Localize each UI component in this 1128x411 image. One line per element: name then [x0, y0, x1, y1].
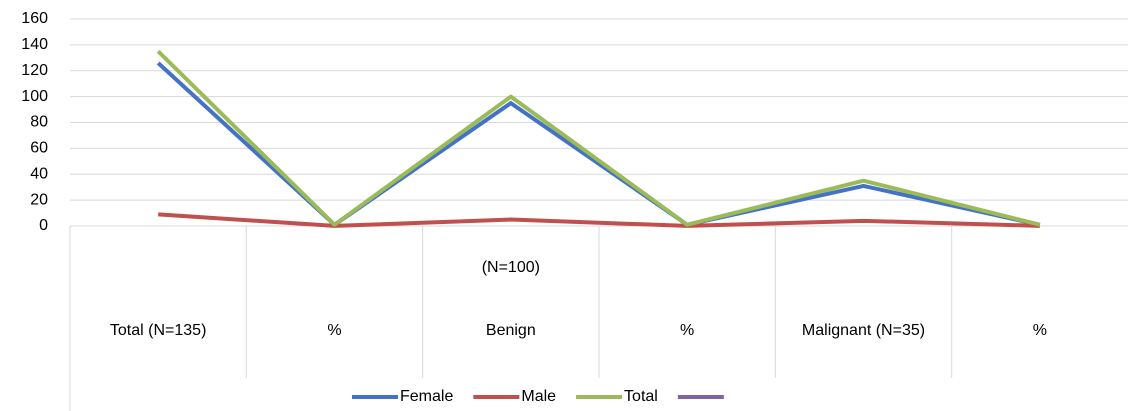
x-tick-label: %: [680, 322, 694, 339]
series-line: [158, 212, 1040, 228]
y-tick-label: 20: [30, 191, 48, 208]
x-tick-label: Malignant (N=35): [802, 322, 925, 339]
y-tick-label: 80: [30, 114, 48, 131]
x-tick-label: %: [327, 322, 341, 339]
x-tick-label: %: [1033, 322, 1047, 339]
category-annotation: (N=100): [482, 259, 540, 276]
x-tick-label: Total (N=135): [110, 322, 207, 339]
legend-label: Male: [521, 388, 556, 405]
series-line: [156, 49, 1041, 227]
y-tick-label: 120: [21, 62, 48, 79]
y-tick-label: 40: [30, 165, 48, 182]
y-tick-label: 140: [21, 36, 48, 53]
y-tick-label: 60: [30, 140, 48, 157]
x-tick-label: Benign: [486, 322, 536, 339]
y-tick-label: 0: [39, 217, 48, 234]
y-tick-label: 160: [21, 10, 48, 27]
legend-label: Total: [624, 388, 658, 405]
legend-label: Female: [400, 388, 453, 405]
y-tick-label: 100: [21, 88, 48, 105]
